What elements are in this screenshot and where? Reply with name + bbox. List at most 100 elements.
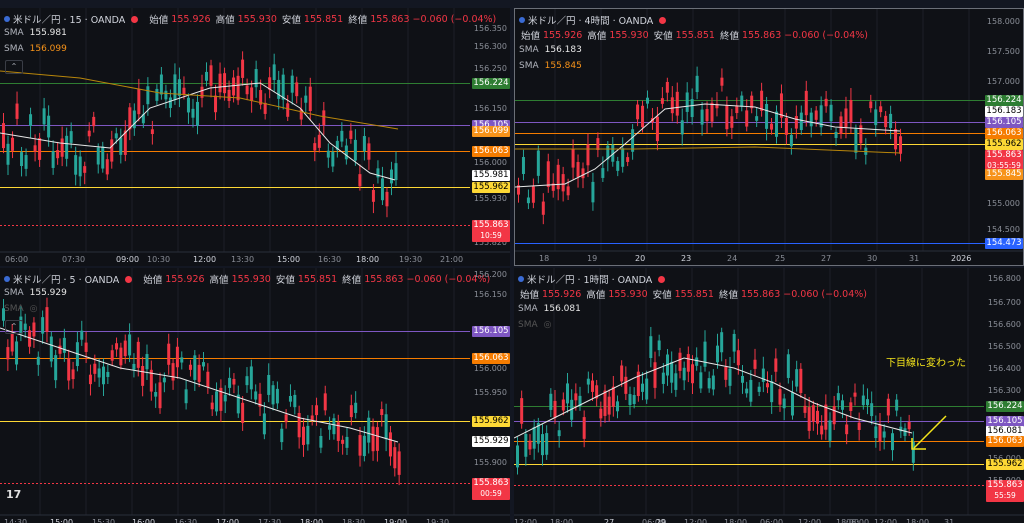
price-tag[interactable]: 155.981 (472, 170, 510, 181)
price-tag[interactable]: 155.962 (985, 139, 1023, 150)
candle-body (541, 201, 545, 215)
price-tag[interactable]: 156.099 (472, 126, 510, 137)
candle-body (760, 90, 764, 111)
ohlc-row: 始値 155.926 高値 155.930 安値 155.851 終値 155.863 … (518, 287, 867, 302)
sma-line-2[interactable] (515, 146, 901, 154)
annotation-arrow[interactable] (913, 415, 947, 449)
price-tag[interactable]: 155.962 (986, 459, 1024, 470)
tradingview-logo-icon[interactable]: 17 (6, 488, 22, 501)
candle-body (344, 145, 348, 160)
time-axis-tick: 21:00 (440, 255, 464, 264)
eye-hidden-icon[interactable]: ◎ (543, 320, 552, 330)
candle-body (371, 426, 375, 452)
price-axis-tick: 156.150 (473, 290, 507, 299)
price-tag[interactable]: 155.845 (985, 169, 1023, 180)
candle-body (661, 372, 665, 384)
price-tag[interactable]: 156.105 (472, 120, 510, 131)
chart-pane-5m[interactable]: 米ドル／円 · 5 · OANDA 始値 155.926 高値 155.930 安値… (0, 268, 510, 523)
time-axis-tick: 15:00 (277, 255, 301, 264)
candle-body (882, 431, 886, 438)
symbol-title[interactable]: 米ドル／円 · 1時間 · OANDA (527, 275, 653, 286)
chart-pane-15m[interactable]: 米ドル／円 · 15 · OANDA 始値 155.926 高値 155.930 安… (0, 8, 510, 266)
price-tag[interactable]: 156.105 (985, 117, 1023, 128)
candle-body (58, 345, 62, 354)
market-status-icon (659, 16, 667, 24)
sma-legend-1[interactable]: SMA 156.081 (518, 304, 581, 314)
price-tag[interactable]: 156.063 (985, 128, 1023, 139)
candle-body (262, 413, 266, 435)
candle-body (20, 152, 24, 167)
candle-body (223, 394, 227, 402)
candle-body (750, 95, 754, 109)
market-status-icon (125, 275, 133, 283)
candle-body (782, 398, 786, 409)
chart-canvas[interactable] (0, 8, 510, 266)
sma-legend-1[interactable]: SMA 155.981 (4, 28, 67, 38)
sma-line[interactable] (515, 103, 901, 188)
chart-pane-4h[interactable]: 米ドル／円 · 4時間 · OANDA 始値 155.926 高値 155.930 … (514, 8, 1024, 266)
candle-body (10, 333, 14, 352)
price-tag[interactable]: 155.929 (472, 436, 510, 447)
symbol-title[interactable]: 米ドル／円 · 5 · OANDA (13, 275, 120, 286)
price-tag[interactable]: 156.224 (985, 95, 1023, 106)
sma-line[interactable] (0, 327, 399, 443)
candle-body (670, 97, 674, 114)
price-tag[interactable]: 156.063 (986, 436, 1024, 447)
sma-legend-2-hidden[interactable]: SMA ◎ (518, 320, 552, 330)
candle-body (171, 363, 175, 381)
price-tag[interactable]: 156.063 (472, 353, 510, 364)
sma-legend-1[interactable]: SMA 155.929 (4, 288, 67, 298)
candle-body (907, 422, 911, 430)
candle-body (32, 322, 36, 337)
candle-body (775, 111, 778, 137)
candle-body (695, 357, 699, 366)
price-tag[interactable]: 155.863 10:59 (472, 220, 510, 242)
price-tag[interactable]: 156.224 (986, 401, 1024, 412)
candle-body (119, 137, 123, 155)
candle-body (353, 139, 357, 161)
price-tag[interactable]: 156.105 (986, 416, 1024, 427)
sma-legend-2-hidden[interactable]: SMA ◎ (4, 304, 38, 314)
sma-line-2[interactable] (0, 70, 399, 130)
price-tag[interactable]: 156.224 (472, 78, 510, 89)
sma-legend-2[interactable]: SMA 155.845 (519, 61, 582, 71)
sma-line[interactable] (0, 82, 396, 181)
time-axis-tick: 14:30 (4, 518, 28, 523)
price-tag[interactable]: 155.962 (472, 182, 510, 193)
price-tag[interactable]: 156.081 (986, 426, 1024, 437)
collapse-legend-button[interactable]: ⌃ (5, 320, 23, 334)
candle-body (284, 414, 288, 423)
price-tag[interactable]: 156.105 (472, 326, 510, 337)
candle-body (804, 90, 808, 116)
candle-body (703, 341, 707, 367)
chart-pane-1h[interactable]: 米ドル／円 · 1時間 · OANDA 始値 155.926 高値 155.930 … (514, 268, 1024, 523)
candle-body (571, 148, 575, 168)
chart-canvas[interactable] (0, 268, 510, 523)
price-tag[interactable]: 155.962 (472, 416, 510, 427)
symbol-title[interactable]: 米ドル／円 · 15 · OANDA (13, 15, 126, 26)
price-tag[interactable]: 155.863 55:59 (986, 480, 1024, 502)
eye-hidden-icon[interactable]: ◎ (29, 304, 38, 314)
candle-body (545, 433, 549, 455)
sma-line[interactable] (514, 357, 913, 439)
close-value: 155.863 (740, 288, 781, 300)
candle-body (879, 106, 883, 113)
price-tag[interactable]: 156.063 (472, 146, 510, 157)
annotation-text[interactable]: 下目線に変わった (886, 358, 966, 369)
chart-canvas[interactable] (514, 268, 1024, 523)
symbol-title[interactable]: 米ドル／円 · 4時間 · OANDA (528, 16, 654, 27)
chart-canvas[interactable] (515, 9, 1023, 265)
low-label: 安値 (652, 290, 672, 301)
price-axis-tick: 156.600 (987, 320, 1021, 329)
price-tag[interactable]: 155.863 00:59 (472, 478, 510, 500)
sma-legend-1[interactable]: SMA 156.183 (519, 45, 582, 55)
price-tag[interactable]: 154.473 (985, 238, 1023, 249)
time-axis-tick: 06:00 (760, 518, 784, 523)
time-axis-tick: 31 (909, 254, 920, 263)
price-tag[interactable]: 156.183 (985, 106, 1023, 117)
price-tag[interactable]: 155.863 03:55:59 (985, 150, 1023, 172)
symbol-flag-icon (4, 16, 10, 22)
candle-body (249, 366, 253, 390)
collapse-legend-button[interactable]: ⌃ (5, 60, 23, 74)
sma-legend-2[interactable]: SMA 156.099 (4, 44, 67, 54)
